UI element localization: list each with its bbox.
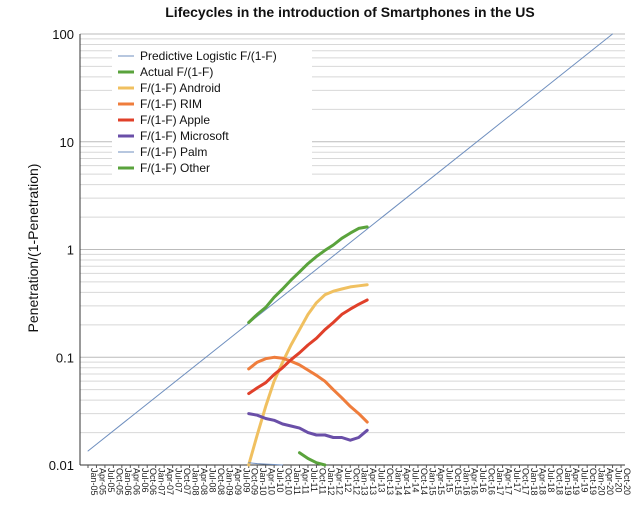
x-tick-label: Oct-17 xyxy=(520,468,530,495)
x-tick-label: Jan-13 xyxy=(360,468,370,496)
series-line xyxy=(248,462,284,466)
legend-label: Actual F/(1-F) xyxy=(140,65,213,79)
x-tick-label: Jan-14 xyxy=(394,468,404,496)
x-tick-label: Jul-11 xyxy=(309,468,319,492)
x-tick-label: Oct-18 xyxy=(554,468,564,495)
grid-layer xyxy=(80,33,625,466)
series-line xyxy=(247,283,369,467)
x-tick-label: Apr-13 xyxy=(368,468,378,495)
legend-label: F/(1-F) Apple xyxy=(140,113,210,127)
x-tick-label: Apr-18 xyxy=(537,468,547,495)
legend-box xyxy=(112,48,312,182)
x-tick-label: Jan-19 xyxy=(563,468,573,496)
x-tick-label: Jan-18 xyxy=(529,468,539,496)
x-tick-label: Jul-06 xyxy=(140,468,150,493)
x-tick-label: Oct-05 xyxy=(114,468,124,495)
axis-layer: 0.010.1110100Jan-05Apr-05Jul-05Oct-05Jan… xyxy=(49,27,632,496)
y-tick-label: 0.01 xyxy=(49,458,74,473)
x-tick-label: Apr-16 xyxy=(470,468,480,495)
y-tick-label: 0.1 xyxy=(56,350,74,365)
x-tick-label: Apr-10 xyxy=(267,468,277,495)
series-line xyxy=(247,412,369,442)
x-tick-label: Jan-10 xyxy=(258,468,268,496)
x-tick-label: Jul-08 xyxy=(207,468,217,493)
x-tick-label: Oct-16 xyxy=(487,468,497,495)
x-tick-label: Oct-14 xyxy=(419,468,429,495)
x-tick-label: Jan-15 xyxy=(427,468,437,496)
legend-label: F/(1-F) Microsoft xyxy=(140,129,229,143)
x-tick-label: Jul-07 xyxy=(174,468,184,493)
x-tick-label: Apr-09 xyxy=(233,468,243,495)
x-tick-label: Jul-17 xyxy=(512,468,522,493)
x-tick-label: Jul-20 xyxy=(614,468,624,493)
x-tick-label: Jul-19 xyxy=(580,468,590,493)
series-line xyxy=(298,451,327,467)
x-tick-label: Jul-05 xyxy=(106,468,116,493)
series-line xyxy=(247,225,369,324)
series-line xyxy=(247,355,369,424)
legend-label: Predictive Logistic F/(1-F) xyxy=(140,49,277,63)
x-tick-label: Jan-08 xyxy=(191,468,201,496)
x-tick-label: Jan-12 xyxy=(326,468,336,496)
x-tick-label: Jan-09 xyxy=(224,468,234,496)
x-tick-label: Oct-09 xyxy=(250,468,260,495)
x-tick-label: Jan-11 xyxy=(292,468,302,495)
y-axis-label: Penetration/(1-Penetration) xyxy=(25,164,41,333)
series-line xyxy=(87,33,613,452)
x-tick-label: Jul-14 xyxy=(410,468,420,493)
x-tick-label: Oct-06 xyxy=(148,468,158,495)
x-tick-label: Jan-05 xyxy=(89,468,99,496)
x-tick-label: Oct-08 xyxy=(216,468,226,495)
x-tick-label: Jan-16 xyxy=(461,468,471,496)
x-tick-label: Jul-15 xyxy=(444,468,454,493)
x-tick-label: Oct-19 xyxy=(588,468,598,495)
legend-label: F/(1-F) RIM xyxy=(140,97,202,111)
x-tick-label: Apr-12 xyxy=(334,468,344,495)
x-tick-label: Jul-13 xyxy=(377,468,387,493)
x-tick-label: Apr-11 xyxy=(301,468,311,494)
x-tick-label: Jul-10 xyxy=(275,468,285,493)
x-tick-label: Apr-07 xyxy=(165,468,175,495)
legend-label: F/(1-F) Palm xyxy=(140,145,207,159)
x-tick-label: Apr-20 xyxy=(605,468,615,495)
x-tick-label: Oct-12 xyxy=(351,468,361,495)
y-tick-label: 1 xyxy=(67,243,74,258)
x-tick-label: Jan-06 xyxy=(123,468,133,496)
x-tick-label: Jul-18 xyxy=(546,468,556,493)
x-tick-label: Jul-09 xyxy=(241,468,251,493)
legend-label: F/(1-F) Other xyxy=(140,161,210,175)
y-tick-label: 100 xyxy=(52,27,74,42)
series-line xyxy=(247,298,369,396)
y-tick-label: 10 xyxy=(60,135,74,150)
x-tick-label: Oct-11 xyxy=(317,468,327,494)
x-tick-label: Jan-17 xyxy=(495,468,505,496)
x-tick-label: Jul-12 xyxy=(343,468,353,493)
x-tick-label: Apr-14 xyxy=(402,468,412,495)
x-tick-label: Jul-16 xyxy=(478,468,488,493)
x-tick-label: Apr-15 xyxy=(436,468,446,495)
legend: Predictive Logistic F/(1-F) Actual F/(1-F… xyxy=(112,48,312,182)
x-tick-label: Oct-10 xyxy=(284,468,294,495)
x-tick-label: Oct-13 xyxy=(385,468,395,495)
x-tick-label: Jan-07 xyxy=(157,468,167,496)
legend-label: F/(1-F) Android xyxy=(140,81,221,95)
x-tick-label: Apr-19 xyxy=(571,468,581,495)
x-tick-label: Oct-07 xyxy=(182,468,192,495)
series-layer xyxy=(87,33,613,467)
x-tick-label: Apr-06 xyxy=(131,468,141,495)
x-tick-label: Apr-08 xyxy=(199,468,209,495)
x-tick-label: Apr-17 xyxy=(504,468,514,495)
x-tick-label: Apr-05 xyxy=(97,468,107,495)
x-tick-label: Jan-20 xyxy=(597,468,607,496)
x-tick-label: Oct-20 xyxy=(622,468,632,495)
x-tick-label: Oct-15 xyxy=(453,468,463,495)
chart-title: Lifecycles in the introduction of Smartp… xyxy=(165,4,534,20)
